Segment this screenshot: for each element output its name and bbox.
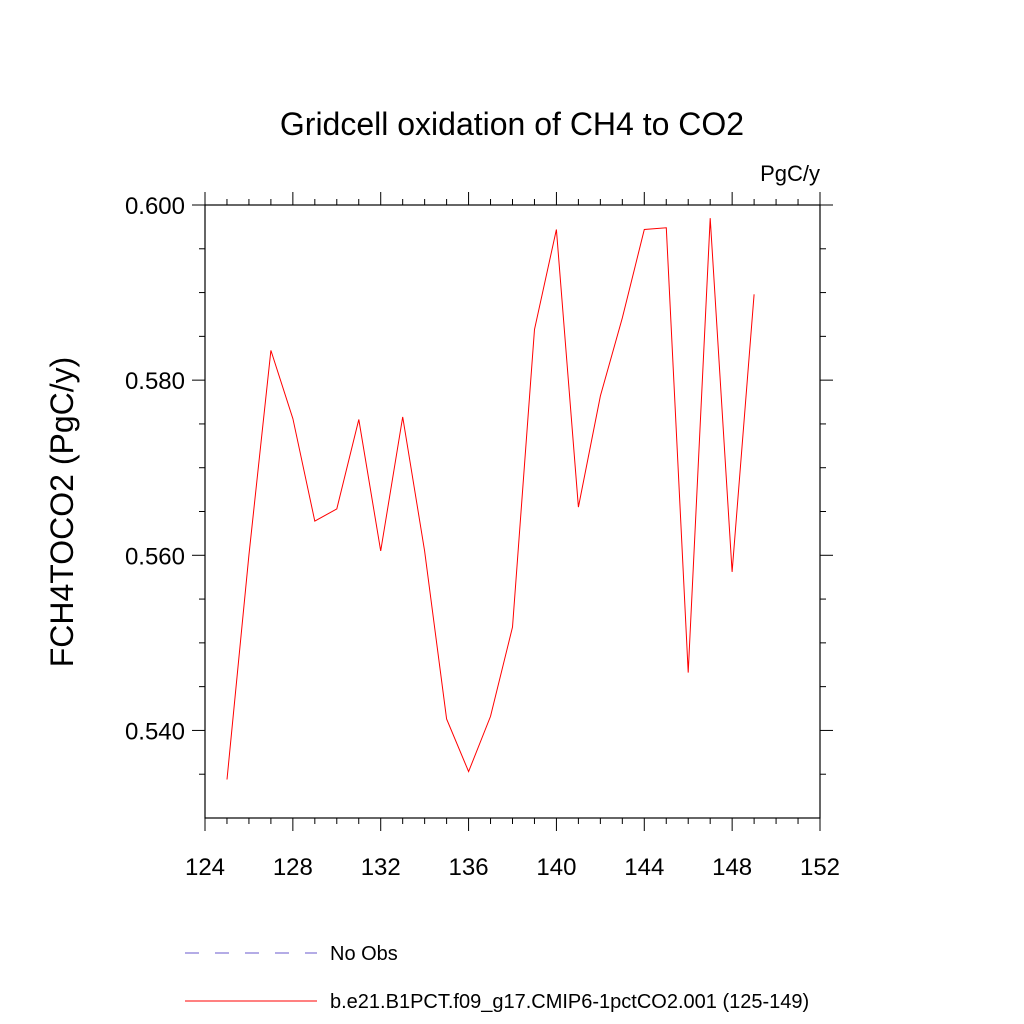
legend-label-no-obs: No Obs <box>330 943 398 965</box>
x-tick-label: 152 <box>800 854 840 881</box>
series-line <box>226 218 755 780</box>
x-tick-label: 128 <box>273 854 313 881</box>
legend-label-model: b.e21.B1PCT.f09_g17.CMIP6-1pctCO2.001 (1… <box>330 991 809 1013</box>
x-tick-label: 136 <box>449 854 489 881</box>
x-tick-label: 124 <box>185 854 225 881</box>
x-tick-label: 148 <box>712 854 752 881</box>
units-label: PgC/y <box>760 161 820 186</box>
series-layer <box>226 218 755 780</box>
y-tick-label: 0.600 <box>125 193 185 220</box>
y-tick-label: 0.560 <box>125 543 185 570</box>
x-tick-label: 132 <box>361 854 401 881</box>
axis-ticks <box>192 192 833 831</box>
chart-title: Gridcell oxidation of CH4 to CO2 <box>280 106 744 142</box>
y-tick-label: 0.540 <box>125 718 185 745</box>
legend: No Obs b.e21.B1PCT.f09_g17.CMIP6-1pctCO2… <box>185 943 809 1013</box>
x-tick-label: 144 <box>624 854 664 881</box>
axis-tick-labels: 124 128 132 136 140 144 148 152 0.540 0.560 0.580 0… <box>125 193 840 881</box>
y-axis-label: FCH4TOCO2 (PgC/y) <box>44 357 80 668</box>
plot-frame <box>204 204 821 819</box>
x-tick-label: 140 <box>536 854 576 881</box>
y-tick-label: 0.580 <box>125 368 185 395</box>
